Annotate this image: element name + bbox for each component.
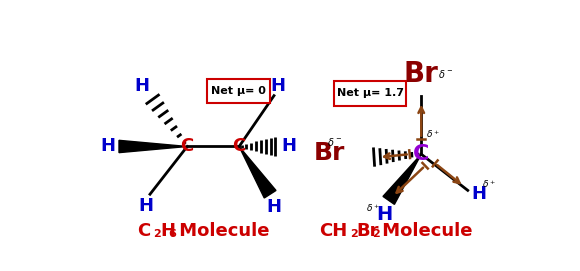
Text: $\delta^+$: $\delta^+$	[483, 178, 496, 190]
Text: C: C	[413, 144, 429, 164]
Text: Molecule: Molecule	[376, 222, 473, 240]
Text: H: H	[471, 185, 486, 203]
Text: $\delta^-$: $\delta^-$	[438, 68, 454, 80]
Text: $\delta^-$: $\delta^-$	[327, 136, 342, 148]
Text: H: H	[139, 197, 154, 215]
Text: H: H	[101, 137, 115, 156]
Text: C: C	[137, 222, 150, 240]
Polygon shape	[239, 147, 276, 198]
Text: $\delta^+$: $\delta^+$	[366, 202, 380, 214]
Text: $\delta^+$: $\delta^+$	[426, 128, 440, 140]
Text: H: H	[376, 205, 393, 224]
Text: Molecule: Molecule	[173, 222, 270, 240]
Text: 2: 2	[372, 229, 379, 239]
Text: Br: Br	[314, 141, 345, 165]
Text: H: H	[160, 222, 175, 240]
Text: H: H	[266, 198, 281, 215]
Text: H: H	[281, 137, 296, 156]
Text: Net μ= 0: Net μ= 0	[211, 86, 266, 96]
Text: C: C	[233, 137, 246, 156]
FancyBboxPatch shape	[206, 79, 270, 103]
Text: Net μ= 1.7: Net μ= 1.7	[336, 88, 404, 98]
FancyBboxPatch shape	[335, 81, 406, 106]
Text: 2: 2	[153, 229, 161, 239]
Text: H: H	[135, 78, 150, 95]
Text: Br: Br	[356, 222, 379, 240]
Text: 2: 2	[350, 229, 358, 239]
Polygon shape	[119, 140, 187, 153]
Text: CH: CH	[320, 222, 347, 240]
Text: H: H	[270, 78, 285, 95]
Text: C: C	[180, 137, 194, 156]
Text: Br: Br	[404, 60, 438, 88]
Polygon shape	[383, 154, 421, 204]
Text: 6: 6	[169, 229, 176, 239]
